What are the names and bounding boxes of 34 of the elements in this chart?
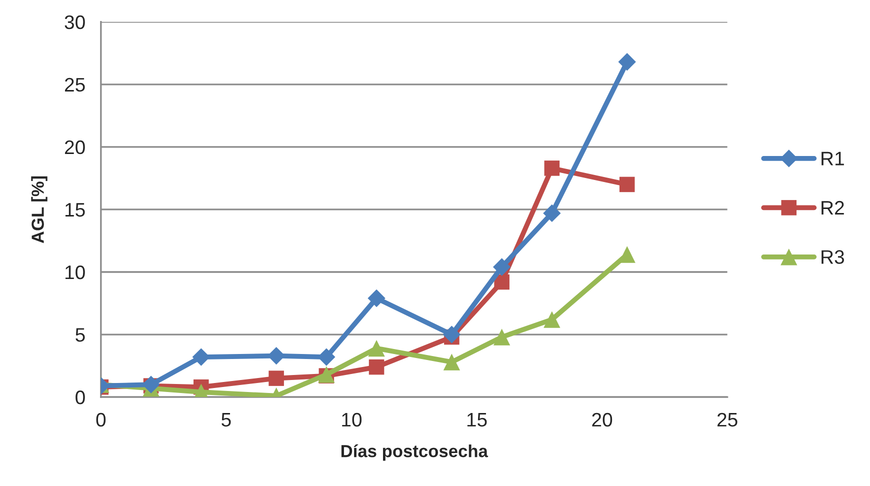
x-tick-label: 20 [592,412,612,427]
y-tick-label: 10 [66,265,85,280]
point [268,370,284,386]
x-tick-label: 25 [717,412,738,427]
point [543,204,561,222]
point [368,340,385,357]
point [493,328,510,346]
y-tick-label: 30 [64,15,85,30]
point [618,53,636,71]
point [192,348,210,366]
point [442,326,461,344]
x-tick-label: 15 [467,413,487,427]
point [368,359,384,375]
point [544,311,560,328]
legend-label: R2 [822,200,844,214]
y-tick-label: 5 [76,328,85,342]
point [619,176,635,192]
y-tick-label: 20 [64,140,85,154]
y-tick-label: 15 [66,203,85,217]
y-axis-title: AGL [%] [31,176,48,244]
legend-label: R3 [822,250,844,264]
point [443,354,460,370]
point [368,289,386,308]
point [544,160,560,176]
x-axis-title: Días postcosecha [341,444,488,461]
point [318,348,336,366]
legend-label: R1 [822,152,844,166]
y-tick-label: 0 [76,390,85,404]
y-tick-label: 25 [64,78,85,92]
x-tick-label: 5 [222,413,231,427]
point [492,258,511,276]
x-tick-label: 0 [96,412,106,427]
x-tick-label: 10 [342,412,362,427]
point [494,274,510,290]
